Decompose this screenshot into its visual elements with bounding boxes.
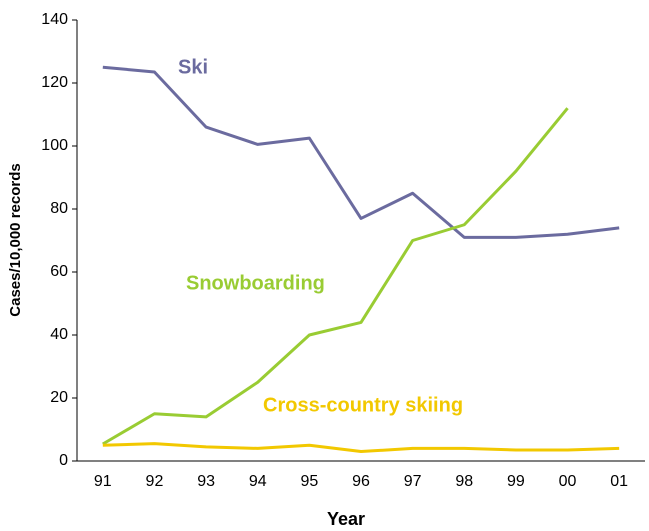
y-tick-label: 60 bbox=[50, 263, 68, 280]
x-tick-label: 96 bbox=[352, 473, 370, 490]
x-tick-label: 91 bbox=[94, 473, 112, 490]
x-axis-label: Year bbox=[327, 509, 365, 529]
x-tick-label: 93 bbox=[197, 473, 215, 490]
y-axis-label: Cases/10,000 records bbox=[7, 163, 24, 316]
x-tick-label: 00 bbox=[559, 473, 577, 490]
y-tick-label: 80 bbox=[50, 200, 68, 217]
x-tick-label: 01 bbox=[610, 473, 628, 490]
y-tick-label: 40 bbox=[50, 326, 68, 343]
y-tick-label: 0 bbox=[59, 452, 68, 469]
y-tick-label: 140 bbox=[41, 11, 68, 28]
series-label: Ski bbox=[178, 56, 208, 78]
series-line bbox=[102, 442, 620, 454]
series-line bbox=[102, 107, 569, 446]
series-label: Cross-country skiing bbox=[263, 394, 463, 416]
y-tick-label: 20 bbox=[50, 389, 68, 406]
y-tick-label: 120 bbox=[41, 74, 68, 91]
y-tick-label: 100 bbox=[41, 137, 68, 154]
x-tick-label: 92 bbox=[146, 473, 164, 490]
x-tick-label: 99 bbox=[507, 473, 525, 490]
x-tick-label: 95 bbox=[300, 473, 318, 490]
series-label: Snowboarding bbox=[186, 272, 325, 294]
x-tick-label: 97 bbox=[404, 473, 422, 490]
series-line bbox=[102, 65, 620, 239]
x-tick-label: 98 bbox=[455, 473, 473, 490]
x-tick-label: 94 bbox=[249, 473, 267, 490]
